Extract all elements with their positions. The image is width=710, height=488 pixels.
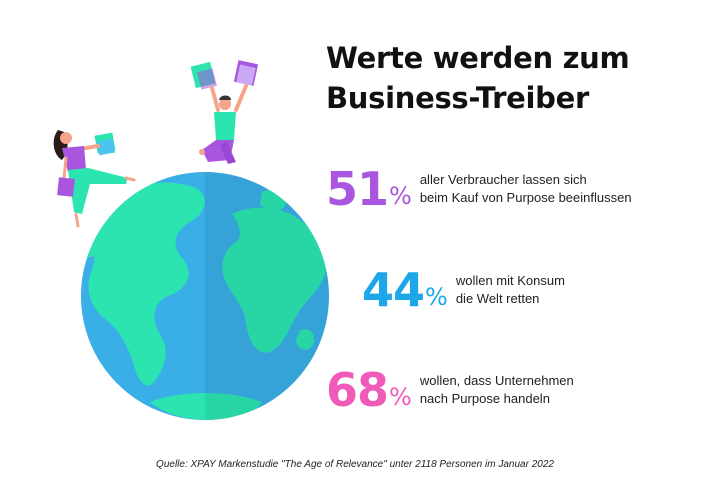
stat-value: 51 (326, 162, 389, 216)
stat-save-world: 44 % wollen mit Konsum die Welt retten (362, 266, 565, 314)
stat-description: wollen mit Konsum die Welt retten (456, 272, 565, 308)
stat-value: 44 (362, 263, 425, 317)
title-line-1: Werte werden zum (326, 41, 630, 75)
title-line-2: Business-Treiber (326, 81, 589, 115)
jumping-man-figure (190, 60, 259, 164)
stat-percent-sign: % (389, 182, 412, 210)
running-woman-figure (53, 130, 136, 228)
page-title: Werte werden zum Business-Treiber (326, 38, 696, 118)
stat-description: wollen, dass Unternehmen nach Purpose ha… (420, 372, 574, 408)
source-note: Quelle: XPAY Markenstudie "The Age of Re… (156, 459, 554, 470)
stat-description-line-1: wollen mit Konsum (455, 273, 565, 288)
stat-description-line-1: aller Verbraucher lassen sich (419, 172, 587, 187)
stat-value: 68 (326, 363, 389, 417)
stat-company-purpose: 68 % wollen, dass Unternehmen nach Purpo… (326, 366, 574, 414)
stat-percent-sign: % (425, 283, 448, 311)
stat-purchase-influence: 51 % aller Verbraucher lassen sich beim … (326, 165, 632, 213)
stat-percent-sign: % (389, 383, 412, 411)
stat-description: aller Verbraucher lassen sich beim Kauf … (420, 171, 632, 207)
globe (81, 172, 329, 420)
stat-description-line-2: nach Purpose handeln (419, 391, 550, 406)
stat-description-line-1: wollen, dass Unternehmen (419, 373, 574, 388)
stat-description-line-2: die Welt retten (455, 291, 540, 306)
stat-description-line-2: beim Kauf von Purpose beeinflussen (419, 190, 632, 205)
